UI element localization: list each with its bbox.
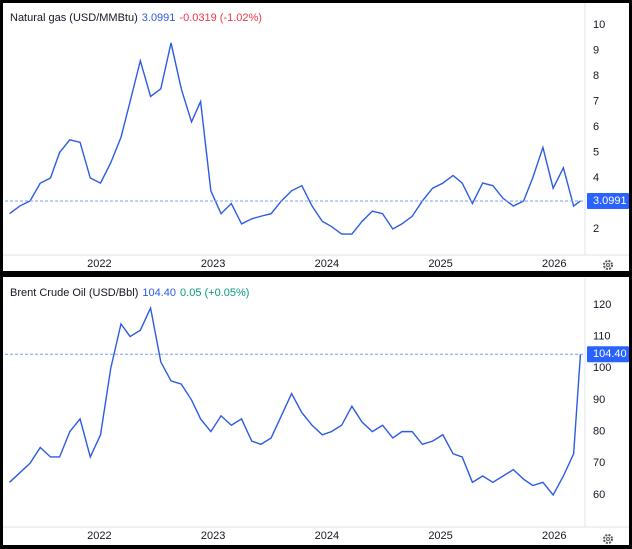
settings-icon[interactable] bbox=[603, 534, 613, 544]
y-tick-label: 4 bbox=[593, 172, 599, 184]
price-line bbox=[9, 42, 581, 235]
y-tick-label: 8 bbox=[593, 70, 599, 82]
x-tick-label: 2022 bbox=[87, 258, 111, 270]
y-tick-label: 6 bbox=[593, 121, 599, 133]
settings-icon[interactable] bbox=[603, 260, 613, 270]
x-tick-label: 2023 bbox=[201, 530, 225, 542]
panel bbox=[3, 277, 629, 545]
price-box bbox=[587, 192, 629, 209]
y-tick-label: 9 bbox=[593, 44, 599, 56]
x-tick-label: 2023 bbox=[201, 258, 225, 270]
y-tick-label: 80 bbox=[593, 426, 605, 438]
y-tick-label: 100 bbox=[593, 362, 611, 374]
x-tick-label: 2025 bbox=[428, 258, 452, 270]
x-tick-label: 2022 bbox=[87, 530, 111, 542]
y-tick-label: 90 bbox=[593, 394, 605, 406]
y-tick-label: 5 bbox=[593, 146, 599, 158]
y-tick-label: 10 bbox=[593, 19, 605, 31]
x-tick-label: 2024 bbox=[315, 258, 339, 270]
y-tick-label: 120 bbox=[593, 299, 611, 311]
price: 3.0991 bbox=[142, 12, 176, 24]
chart-title: Brent Crude Oil (USD/Bbl) bbox=[10, 287, 138, 299]
change: 0.05 (+0.05%) bbox=[180, 287, 249, 299]
y-tick-label: 70 bbox=[593, 457, 605, 469]
x-tick-label: 2024 bbox=[315, 530, 339, 542]
change: -0.0319 (-1.02%) bbox=[179, 12, 262, 24]
chart-header: Brent Crude Oil (USD/Bbl) 104.40 0.05 (+0.… bbox=[10, 287, 249, 299]
x-tick-label: 2026 bbox=[542, 530, 566, 542]
y-tick-label: 60 bbox=[593, 489, 605, 501]
chart-title: Natural gas (USD/MMBtu) bbox=[10, 12, 138, 24]
panel bbox=[3, 3, 629, 271]
price-box bbox=[587, 346, 629, 363]
chart-header: Natural gas (USD/MMBtu) 3.0991 -0.0319 (-1… bbox=[10, 12, 262, 24]
x-tick-label: 2026 bbox=[542, 258, 566, 270]
price-box-label: 104.40 bbox=[593, 348, 627, 360]
y-tick-label: 2 bbox=[593, 223, 599, 235]
y-tick-label: 7 bbox=[593, 95, 599, 107]
price-line bbox=[9, 305, 582, 497]
y-tick-label: 110 bbox=[593, 330, 611, 342]
x-tick-label: 2025 bbox=[428, 530, 452, 542]
price: 104.40 bbox=[142, 287, 176, 299]
price-box-label: 3.0991 bbox=[593, 195, 627, 207]
